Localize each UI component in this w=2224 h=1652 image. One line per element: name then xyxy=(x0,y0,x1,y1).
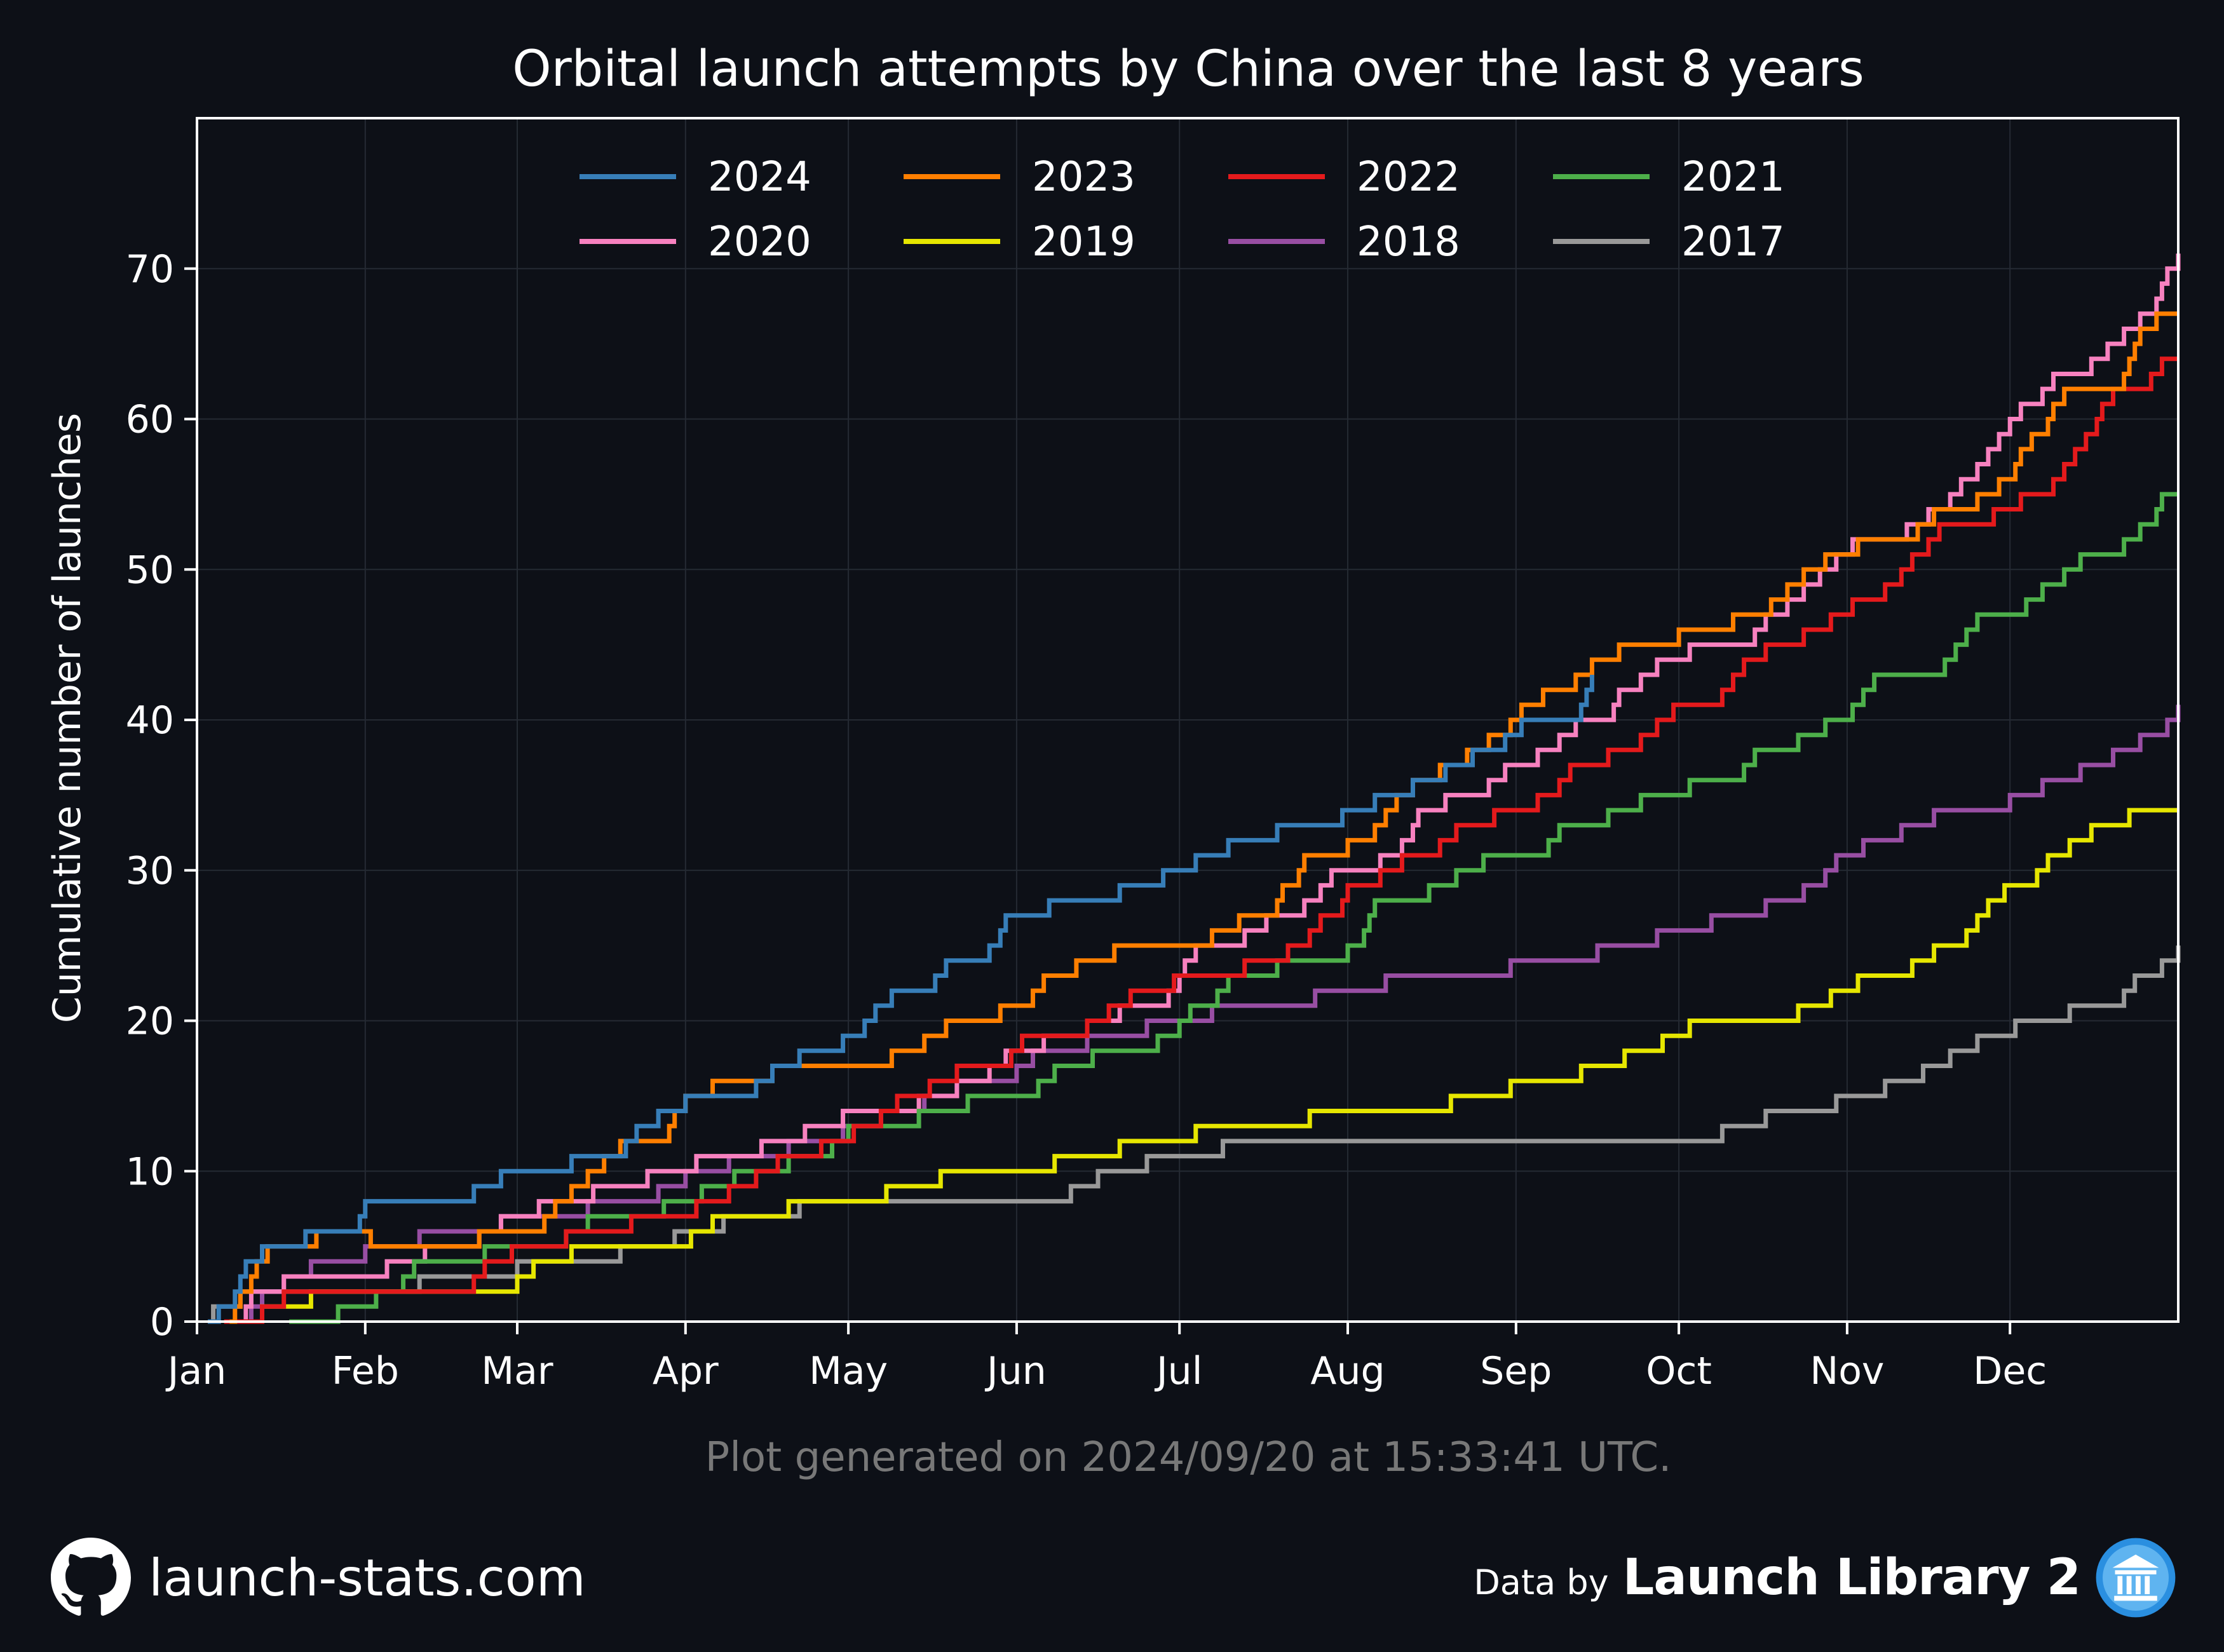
legend-label-2018: 2018 xyxy=(1357,219,1460,266)
x-tick-label: Mar xyxy=(481,1349,553,1393)
legend-label-2021: 2021 xyxy=(1681,154,1785,201)
legend-label-2017: 2017 xyxy=(1681,219,1785,266)
series-line-2024 xyxy=(208,675,1594,1324)
footer-site: launch-stats.com xyxy=(51,1536,586,1619)
x-tick-label: May xyxy=(809,1349,888,1393)
legend-label-2024: 2024 xyxy=(708,154,811,201)
legend-label-2023: 2023 xyxy=(1032,154,1136,201)
x-tick-label: Aug xyxy=(1310,1349,1385,1393)
data-by-label: Data by xyxy=(1474,1562,1609,1602)
y-axis-label: Cumulative number of launches xyxy=(45,413,90,1023)
series-line-2019 xyxy=(245,808,2178,1324)
chart-title: Orbital launch attempts by China over th… xyxy=(512,41,1864,98)
y-tick-label: 20 xyxy=(126,999,174,1044)
x-tick-label: Feb xyxy=(332,1349,399,1393)
github-icon xyxy=(51,1538,131,1616)
series-line-2021 xyxy=(289,492,2178,1324)
x-tick-label: Jan xyxy=(165,1349,227,1393)
x-tick-label: Jul xyxy=(1154,1349,1202,1393)
x-tick-label: Nov xyxy=(1810,1349,1884,1393)
x-tick-label: Oct xyxy=(1646,1349,1712,1393)
series-line-2022 xyxy=(224,356,2178,1324)
x-tick-label: Jun xyxy=(984,1349,1047,1393)
launch-library-logo xyxy=(2096,1538,2176,1618)
y-tick-label: 30 xyxy=(126,849,174,893)
data-source-name: Launch Library 2 xyxy=(1622,1549,2081,1606)
y-tick-label: 10 xyxy=(126,1149,174,1194)
y-tick-label: 60 xyxy=(126,398,174,442)
axis-ticks: Jan Feb Mar Apr May Jun Jul Aug Sep Oct Nov Dec 0 10 2… xyxy=(126,247,2047,1393)
generated-timestamp: Plot generated on 2024/09/20 at 15:33:41… xyxy=(705,1434,1672,1481)
y-tick-label: 0 xyxy=(150,1300,174,1344)
legend: 2024 2023 2022 2021 2020 2019 2018 2017 xyxy=(580,154,1785,266)
footer-attribution: Data by Launch Library 2 xyxy=(1474,1536,2177,1619)
x-tick-label: Dec xyxy=(1973,1349,2047,1393)
series-line-2017 xyxy=(208,945,2181,1324)
series-line-2018 xyxy=(240,705,2181,1324)
y-tick-label: 70 xyxy=(126,247,174,292)
site-link[interactable]: launch-stats.com xyxy=(149,1548,586,1608)
series-line-2023 xyxy=(229,311,2178,1324)
series-lines xyxy=(208,254,2181,1324)
legend-label-2020: 2020 xyxy=(708,219,811,266)
legend-label-2019: 2019 xyxy=(1032,219,1136,266)
y-tick-label: 50 xyxy=(126,548,174,592)
y-tick-label: 40 xyxy=(126,698,174,743)
x-tick-label: Sep xyxy=(1480,1349,1552,1393)
x-tick-label: Apr xyxy=(653,1349,719,1393)
legend-label-2022: 2022 xyxy=(1357,154,1460,201)
series-line-2020 xyxy=(240,254,2181,1324)
